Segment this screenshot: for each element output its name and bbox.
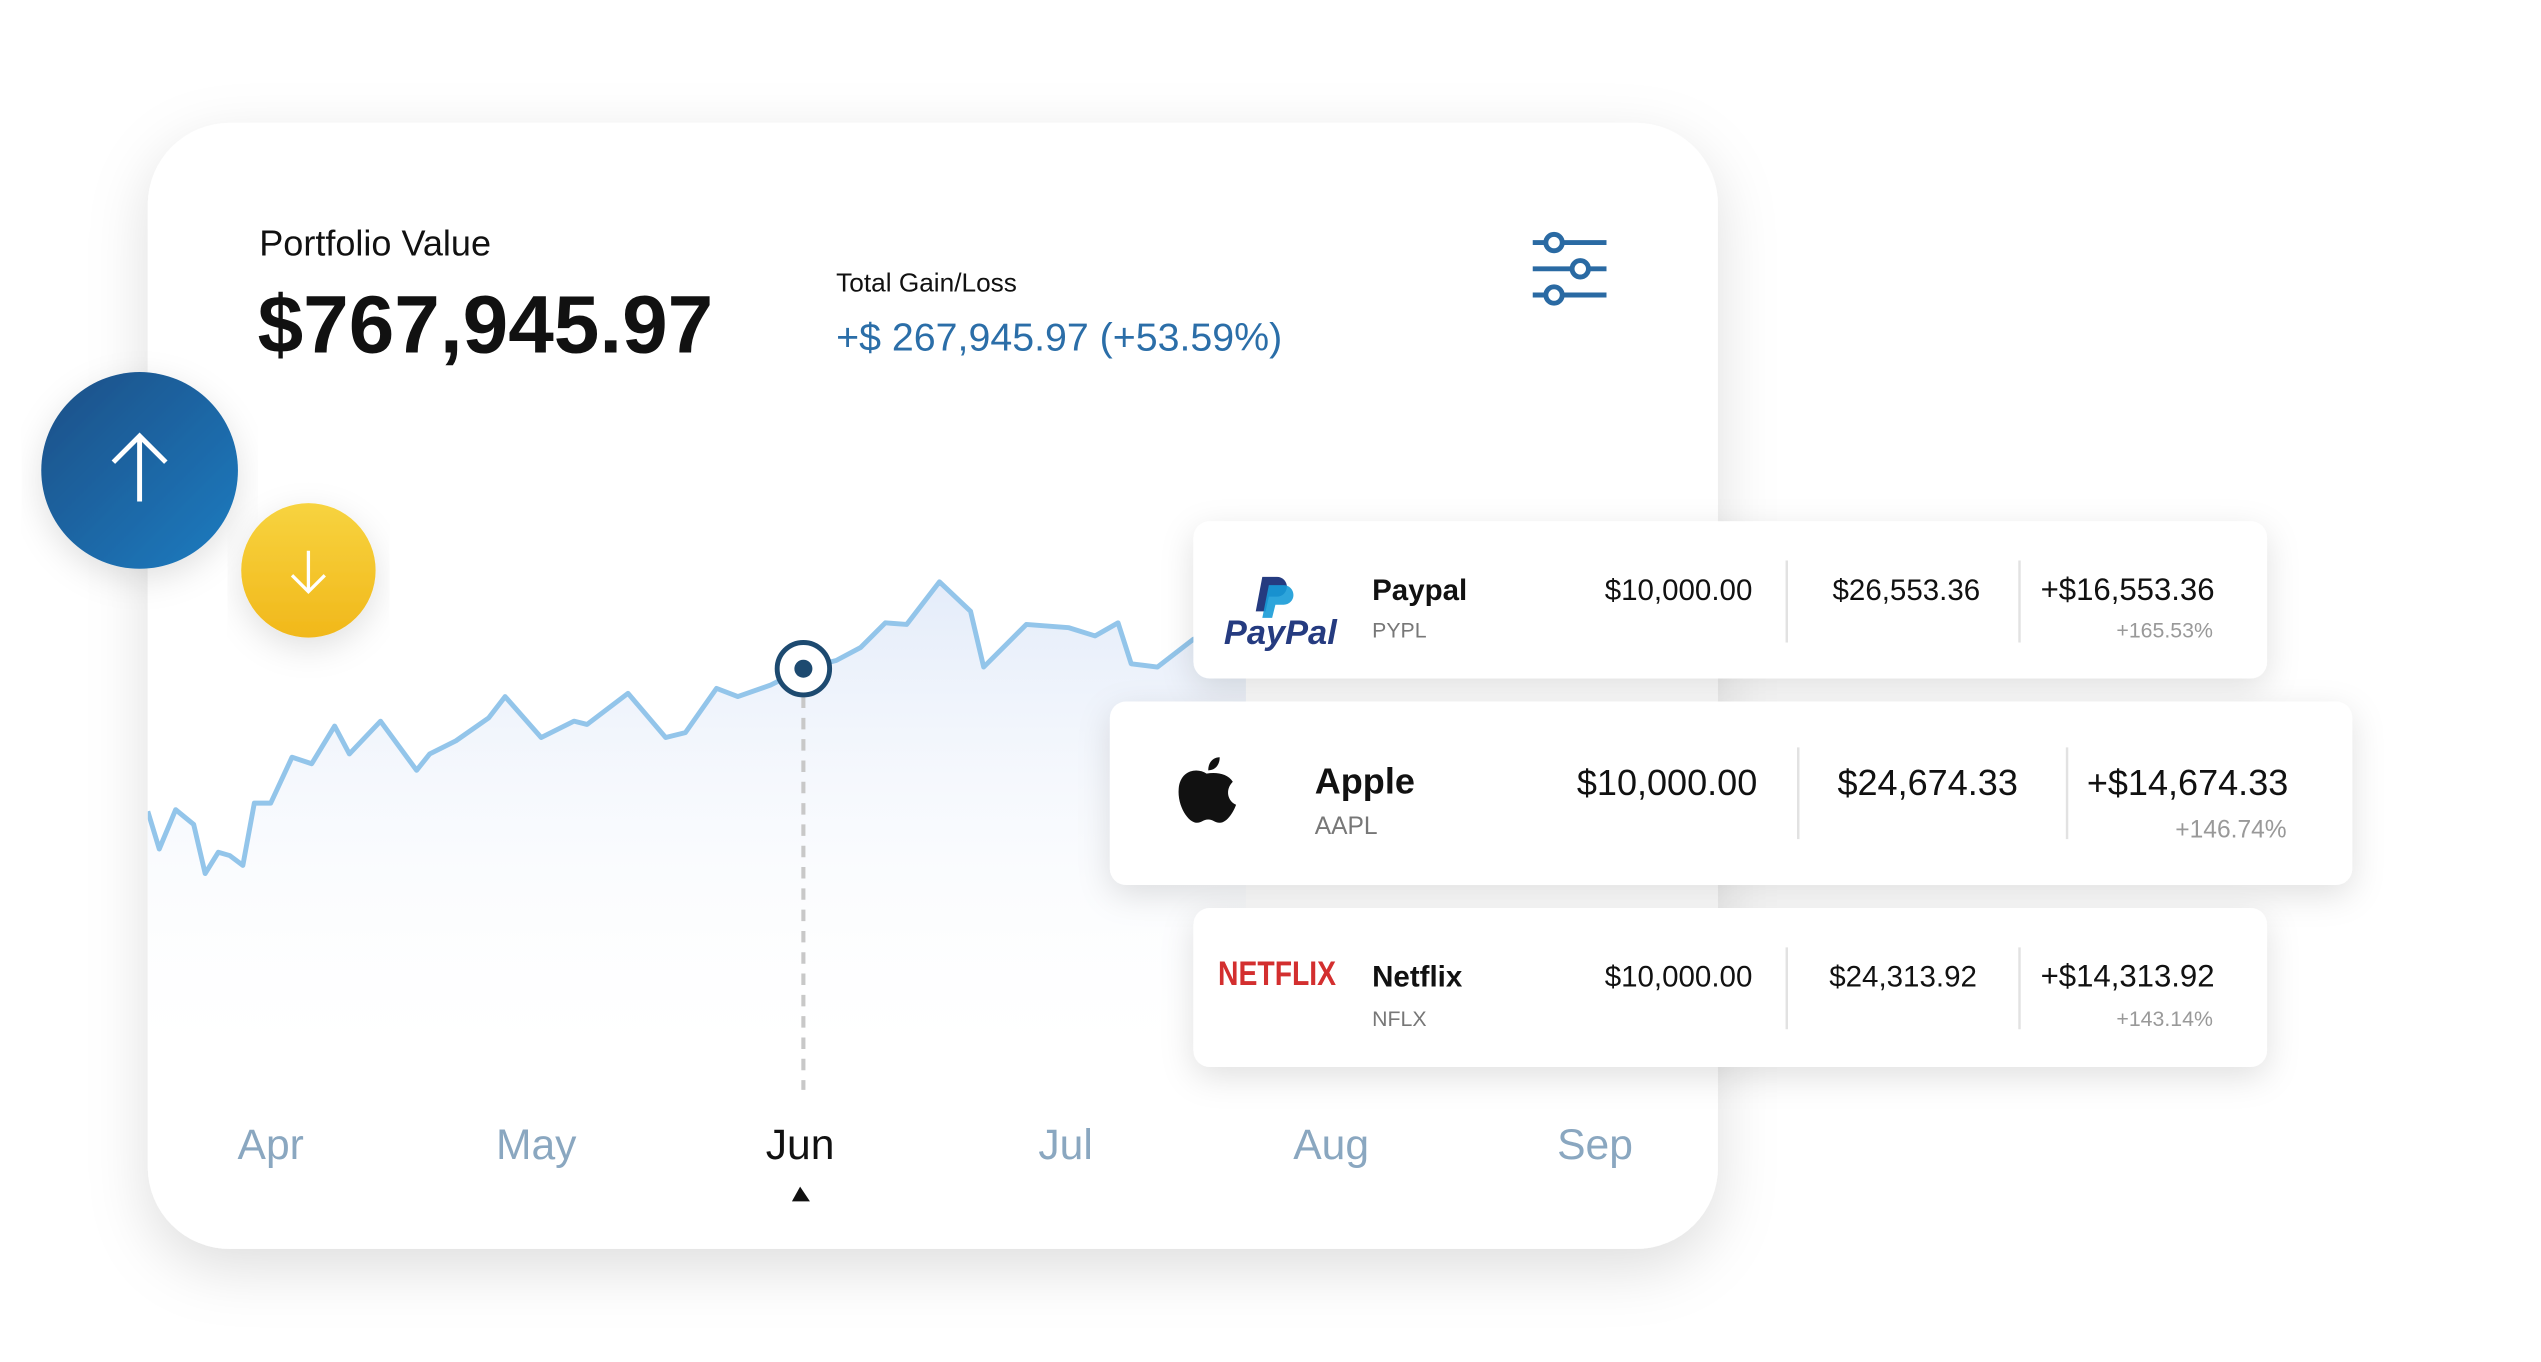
- gain-amount: +$14,313.92: [2041, 959, 2215, 994]
- up-button[interactable]: [41, 372, 238, 569]
- month-label[interactable]: May: [496, 1121, 577, 1169]
- netflix-card[interactable]: NETFLIX Netflix NFLX $10,000.00 $24,313.…: [1193, 908, 2268, 1067]
- invested: $10,000.00: [1605, 961, 1753, 994]
- gain-value: +$ 267,945.97 (+53.59%): [836, 316, 1282, 360]
- invested: $10,000.00: [1605, 574, 1753, 607]
- chart: [147, 579, 1247, 1090]
- gain-percent: +165.53%: [2116, 619, 2213, 643]
- chart-area: [147, 581, 1246, 1082]
- month-label[interactable]: Aug: [1293, 1121, 1369, 1169]
- holding-ticker: NFLX: [1372, 1007, 1426, 1031]
- holding-name: Paypal: [1372, 574, 1467, 607]
- paypal-logo: PayPal: [1224, 614, 1338, 652]
- gain-percent: +143.14%: [2116, 1007, 2213, 1031]
- invested: $10,000.00: [1577, 762, 1757, 803]
- apple-card[interactable]: Apple AAPL $10,000.00 $24,674.33 +$14,67…: [1109, 701, 2353, 886]
- current-value: $24,313.92: [1829, 961, 1977, 994]
- holding-name: Apple: [1315, 760, 1415, 801]
- paypal-card[interactable]: PayPal Paypal PYPL $10,000.00 $26,553.36…: [1193, 521, 2268, 679]
- month-axis: Apr May Jun Jul Aug Sep: [238, 1121, 1633, 1169]
- gain-amount: +$14,674.33: [2087, 762, 2288, 803]
- month-label[interactable]: Jun: [766, 1121, 835, 1169]
- gain-percent: +146.74%: [2175, 817, 2286, 844]
- netflix-logo: NETFLIX: [1218, 955, 1336, 993]
- down-button[interactable]: [241, 503, 376, 638]
- month-label[interactable]: Sep: [1557, 1121, 1633, 1169]
- month-label[interactable]: Jul: [1038, 1121, 1092, 1169]
- gain-label: Total Gain/Loss: [836, 268, 1017, 298]
- holding-ticker: AAPL: [1315, 813, 1378, 840]
- holding-name: Netflix: [1372, 961, 1463, 994]
- current-value: $24,674.33: [1837, 762, 2017, 803]
- selected-indicator: [791, 1186, 810, 1202]
- gain-amount: +$16,553.36: [2041, 572, 2215, 607]
- month-label[interactable]: Apr: [238, 1121, 304, 1169]
- portfolio-label: Portfolio Value: [259, 223, 491, 264]
- chart-line: [147, 579, 1247, 877]
- current-value: $26,553.36: [1833, 574, 1981, 607]
- portfolio-value: $767,945.97: [258, 279, 714, 370]
- filter-button[interactable]: [1532, 231, 1607, 306]
- apple-logo: [1178, 770, 1237, 823]
- cursor-dot: [794, 659, 813, 678]
- holding-ticker: PYPL: [1372, 619, 1427, 643]
